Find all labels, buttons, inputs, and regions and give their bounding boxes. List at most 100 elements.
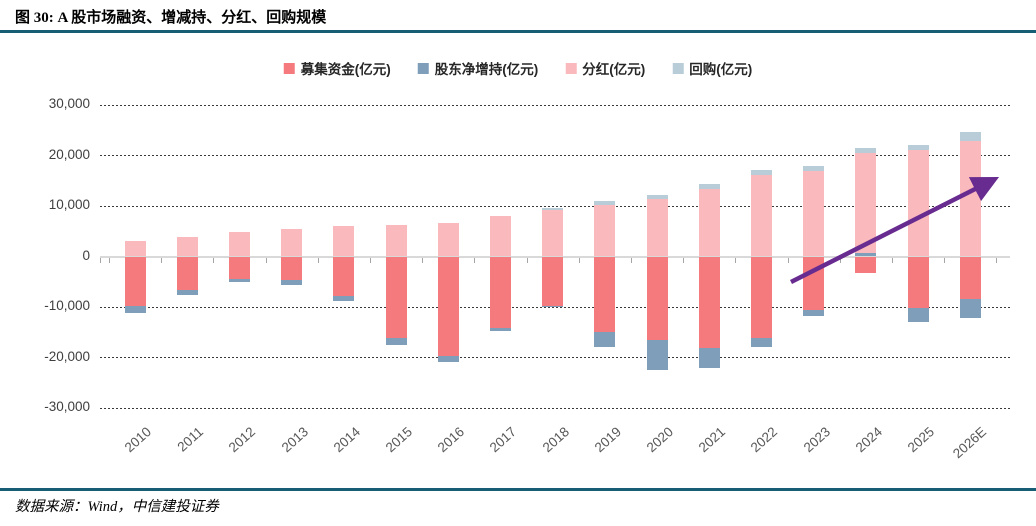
bar-segment-dividends-2025 bbox=[907, 149, 929, 257]
legend-swatch-buybacks bbox=[672, 62, 684, 74]
axis-tick bbox=[161, 257, 163, 263]
x-tick-label: 2018 bbox=[539, 424, 572, 456]
bar-segment-raised-funds-2025 bbox=[907, 256, 929, 308]
bar-segment-raised-funds-2024 bbox=[855, 256, 877, 273]
x-tick-label: 2016 bbox=[434, 424, 468, 456]
axis-tick bbox=[735, 257, 737, 263]
data-source-note: 数据来源：Wind，中信建投证券 bbox=[15, 499, 219, 515]
axis-tick bbox=[630, 257, 632, 263]
y-tick-label: -20,000 bbox=[44, 348, 90, 364]
bar-segment-shareholder-net-increase-2019 bbox=[594, 331, 616, 348]
x-tick-label: 2025 bbox=[904, 424, 938, 456]
chart-legend: 募集资金(亿元) 股东净增持(亿元) 分红(亿元) 回购(亿元) bbox=[283, 58, 752, 78]
bar-segment-dividends-2017 bbox=[489, 215, 511, 257]
bar-segment-dividends-2013 bbox=[281, 229, 303, 257]
bar-segment-shareholder-net-increase-2021 bbox=[698, 348, 720, 369]
legend-item-buybacks: 回购(亿元) bbox=[672, 58, 752, 78]
bar-segment-dividends-2020 bbox=[646, 198, 668, 257]
axis-tick bbox=[996, 257, 998, 263]
x-tick-label: 2023 bbox=[800, 424, 833, 456]
axis-tick bbox=[100, 257, 101, 263]
legend-label-shareholder-net-increase: 股东净增持(亿元) bbox=[434, 62, 539, 77]
bar-segment-raised-funds-2017 bbox=[489, 256, 511, 329]
legend-label-raised-funds: 募集资金(亿元) bbox=[300, 62, 391, 77]
bar-segment-dividends-2022 bbox=[750, 174, 772, 257]
bar-segment-raised-funds-2026E bbox=[959, 256, 981, 299]
bar-segment-shareholder-net-increase-2026E bbox=[959, 298, 981, 318]
bar-segment-dividends-2018 bbox=[542, 210, 564, 257]
bar-segment-shareholder-net-increase-2015 bbox=[385, 338, 407, 345]
axis-tick bbox=[108, 257, 110, 263]
bar-segment-shareholder-net-increase-2013 bbox=[281, 279, 303, 285]
bar-segment-dividends-2015 bbox=[385, 224, 407, 257]
bar-segment-shareholder-net-increase-2012 bbox=[228, 279, 250, 283]
legend-swatch-raised-funds bbox=[283, 62, 295, 74]
axis-tick bbox=[422, 257, 424, 263]
x-tick-label: 2014 bbox=[330, 424, 363, 456]
x-tick-label: 2010 bbox=[121, 424, 155, 456]
y-tick-label: -10,000 bbox=[44, 298, 90, 313]
bar-segment-buybacks-2024 bbox=[855, 148, 877, 154]
x-tick-label: 2022 bbox=[748, 424, 781, 456]
axis-tick bbox=[839, 257, 841, 263]
bar-segment-raised-funds-2015 bbox=[385, 256, 407, 339]
gridline bbox=[100, 205, 1010, 207]
bar-segment-shareholder-net-increase-2016 bbox=[437, 356, 459, 362]
bar-segment-dividends-2021 bbox=[698, 188, 720, 257]
figure-title: 图 30: A 股市场融资、增减持、分红、回购规模 bbox=[15, 10, 327, 26]
bar-segment-raised-funds-2020 bbox=[646, 256, 668, 340]
axis-tick bbox=[526, 257, 528, 263]
gridline bbox=[100, 104, 1010, 106]
title-divider-line bbox=[0, 30, 1036, 33]
bar-segment-raised-funds-2016 bbox=[437, 256, 459, 357]
bar-segment-buybacks-2021 bbox=[698, 184, 720, 189]
gridline bbox=[100, 306, 1010, 308]
gridline bbox=[100, 155, 1010, 156]
trend-arrow bbox=[789, 176, 1000, 285]
axis-tick bbox=[891, 257, 893, 263]
bar-segment-dividends-2024 bbox=[855, 153, 877, 253]
axis-tick bbox=[474, 257, 476, 263]
bar-segment-shareholder-net-increase-2011 bbox=[176, 290, 198, 296]
bar-segment-raised-funds-2021 bbox=[698, 256, 720, 349]
legend-label-buybacks: 回购(亿元) bbox=[689, 62, 753, 77]
bar-segment-shareholder-net-increase-2014 bbox=[333, 295, 355, 301]
y-tick-label: 20,000 bbox=[48, 146, 90, 162]
x-tick-label: 2015 bbox=[382, 424, 416, 456]
bar-segment-dividends-2010 bbox=[124, 240, 146, 257]
bar-segment-raised-funds-2011 bbox=[176, 256, 198, 291]
axis-tick bbox=[683, 257, 685, 263]
axis-tick bbox=[369, 257, 371, 263]
bar-segment-shareholder-net-increase-2022 bbox=[750, 338, 772, 347]
x-tick-label: 2026E bbox=[950, 424, 990, 462]
bar-segment-buybacks-2023 bbox=[803, 166, 825, 171]
bar-segment-dividends-2011 bbox=[176, 236, 198, 257]
legend-swatch-shareholder-net-increase bbox=[417, 62, 429, 74]
bar-segment-raised-funds-2022 bbox=[750, 256, 772, 339]
axis-tick bbox=[578, 257, 580, 263]
bar-segment-shareholder-net-increase-2024 bbox=[855, 252, 877, 257]
legend-swatch-dividends bbox=[565, 62, 577, 74]
source-divider-line bbox=[0, 488, 1036, 491]
bar-segment-dividends-2012 bbox=[228, 231, 250, 257]
bar-segment-buybacks-2019 bbox=[594, 200, 616, 206]
bar-segment-raised-funds-2014 bbox=[333, 256, 355, 296]
bar-segment-shareholder-net-increase-2020 bbox=[646, 339, 668, 370]
bar-segment-dividends-2016 bbox=[437, 223, 459, 257]
axis-tick bbox=[213, 257, 215, 263]
bar-segment-raised-funds-2018 bbox=[542, 256, 564, 306]
axis-tick bbox=[944, 257, 946, 263]
y-tick-label: 30,000 bbox=[48, 96, 90, 111]
bar-segment-dividends-2019 bbox=[594, 205, 616, 257]
legend-item-raised-funds: 募集资金(亿元) bbox=[283, 58, 391, 78]
x-tick-label: 2011 bbox=[174, 424, 207, 455]
bar-segment-raised-funds-2012 bbox=[228, 256, 250, 280]
gridline bbox=[100, 407, 1010, 409]
legend-label-dividends: 分红(亿元) bbox=[582, 62, 646, 77]
axis-tick bbox=[265, 257, 267, 263]
legend-item-shareholder-net-increase: 股东净增持(亿元) bbox=[417, 58, 539, 78]
bar-segment-shareholder-net-increase-2018 bbox=[542, 305, 564, 307]
bar-segment-shareholder-net-increase-2023 bbox=[803, 310, 825, 316]
bar-segment-raised-funds-2010 bbox=[124, 256, 146, 307]
